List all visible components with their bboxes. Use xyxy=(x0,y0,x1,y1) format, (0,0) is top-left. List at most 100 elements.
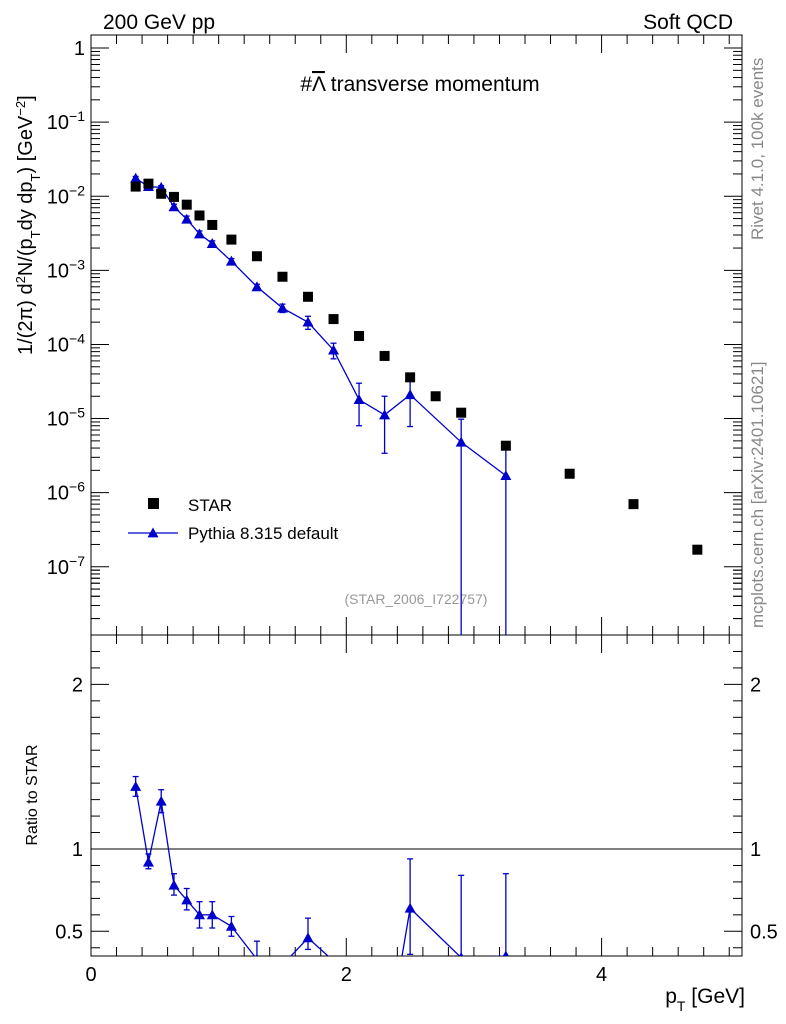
x-tick-label: 0 xyxy=(85,964,96,986)
star-point xyxy=(430,391,441,402)
ratio-y-tick-label-right: 0.5 xyxy=(750,921,778,943)
pythia-point xyxy=(168,201,180,212)
star-point xyxy=(500,440,511,451)
ratio-y-axis-label: Ratio to STAR xyxy=(24,744,41,845)
pythia-point xyxy=(206,238,218,248)
star-point xyxy=(303,291,313,302)
ratio-y-tick-label-right: 2 xyxy=(750,674,761,696)
analysis-watermark: (STAR_2006_I722757) xyxy=(345,591,488,607)
pythia-point xyxy=(181,213,193,224)
ratio-line-segment xyxy=(257,959,261,961)
y-tick-label-exp: −1 xyxy=(69,108,85,124)
mcplots-label: mcplots.cern.ch [arXiv:2401.10621] xyxy=(748,362,767,628)
tick-marks: 110−110−210−310−410−510−610−70 2 40.5 0.51 1… xyxy=(47,35,778,986)
y-tick-label-base: 10 xyxy=(47,409,69,431)
pythia-point xyxy=(276,302,288,313)
ratio-point xyxy=(194,909,205,920)
ratio-line-segment xyxy=(147,801,162,863)
ratio-point xyxy=(225,920,237,931)
x-axis-label: pT [GeV] xyxy=(665,985,745,1014)
legend-pythia-marker xyxy=(147,527,159,538)
pythia-point xyxy=(328,344,340,355)
main-plot-frame xyxy=(90,34,743,636)
star-point xyxy=(143,178,154,189)
ratio-point xyxy=(206,909,218,920)
ratio-plot-frame xyxy=(90,634,743,957)
pythia-point xyxy=(251,281,263,292)
ratio-point xyxy=(502,950,509,956)
ratio-point xyxy=(302,932,314,943)
legend-star-marker xyxy=(148,498,159,509)
main-y-axis-label: 1/(2π) d2N/(pTdy dpT) [GeV−2] xyxy=(13,95,43,355)
ratio-line-segment xyxy=(160,801,175,886)
star-point xyxy=(354,331,365,342)
ratio-point xyxy=(181,894,193,905)
ratio-line-segment xyxy=(401,908,411,956)
star-point xyxy=(156,188,167,199)
ratio-y-tick-label: 2 xyxy=(72,674,83,696)
star-point xyxy=(168,191,179,202)
pythia-point xyxy=(500,470,512,480)
y-tick-label-exp: −4 xyxy=(69,330,85,346)
plot-title-symbol: Λ xyxy=(312,73,326,96)
y-tick-label-exp: −3 xyxy=(69,256,85,272)
legend: STAR Pythia 8.315 default xyxy=(128,496,339,543)
pythia-point xyxy=(455,436,467,447)
ratio-point xyxy=(155,795,167,806)
ylabel-sup: 2 xyxy=(13,276,28,283)
pythia-point xyxy=(353,394,365,405)
pythia-point xyxy=(194,228,205,239)
ratio-point xyxy=(142,856,154,867)
ylabel-sub1: T xyxy=(28,230,43,238)
x-tick-label: 2 xyxy=(341,964,352,986)
ratio-clipped-group xyxy=(130,775,509,961)
x-tick-label: 4 xyxy=(596,964,607,986)
star-point xyxy=(226,234,237,245)
y-tick-label-base: 10 xyxy=(47,186,69,208)
y-tick-label: 10−7 xyxy=(47,553,85,579)
ratio-plot-data xyxy=(130,775,509,961)
pythia-point xyxy=(379,409,391,420)
ratio-point xyxy=(168,879,180,890)
ylabel-mid2: dy dp xyxy=(15,181,37,230)
y-tick-label: 10−3 xyxy=(47,256,85,282)
ratio-point xyxy=(404,902,416,913)
ratio-point xyxy=(255,953,259,956)
star-point xyxy=(692,544,703,555)
ratio-line-segment xyxy=(230,925,256,956)
ylabel-end: ] xyxy=(15,95,37,101)
y-tick-label-base: 1 xyxy=(74,38,85,60)
ratio-point xyxy=(459,952,464,956)
ratio-line-segment xyxy=(135,786,150,863)
ratio-y-tick-label-right: 1 xyxy=(750,839,761,861)
star-point xyxy=(456,407,467,418)
process-label: Soft QCD xyxy=(643,11,733,34)
y-tick-label-exp: −7 xyxy=(69,553,85,569)
xlabel-unit: [GeV] xyxy=(685,985,745,1008)
ylabel-sub2: T xyxy=(28,173,43,181)
star-point xyxy=(628,499,639,510)
y-tick-label: 10−6 xyxy=(47,479,85,505)
xlabel-base: p xyxy=(665,985,677,1008)
star-point xyxy=(181,199,192,210)
pythia-point xyxy=(225,255,237,266)
ylabel-prefix: 1/(2π) d xyxy=(15,283,37,355)
pythia-point xyxy=(302,316,314,327)
rivet-label: Rivet 4.1.0, 100k events xyxy=(748,58,767,240)
y-tick-label-base: 10 xyxy=(47,112,69,134)
y-tick-label-exp: −5 xyxy=(69,405,85,421)
y-tick-label-base: 10 xyxy=(47,260,69,282)
xlabel-sub: T xyxy=(677,998,686,1014)
y-tick-label-base: 10 xyxy=(47,334,69,356)
ylabel-mid1: N/(p xyxy=(15,238,37,276)
y-tick-label-base: 10 xyxy=(47,483,69,505)
star-point xyxy=(130,181,141,192)
legend-pythia-label: Pythia 8.315 default xyxy=(188,524,339,543)
pythia-point xyxy=(404,389,416,400)
ratio-y-tick-label: 1 xyxy=(72,839,83,861)
star-point xyxy=(328,314,339,325)
y-tick-label: 1 xyxy=(74,38,85,60)
legend-star-label: STAR xyxy=(188,496,232,515)
ylabel-mid3: ) [GeV xyxy=(15,115,37,173)
